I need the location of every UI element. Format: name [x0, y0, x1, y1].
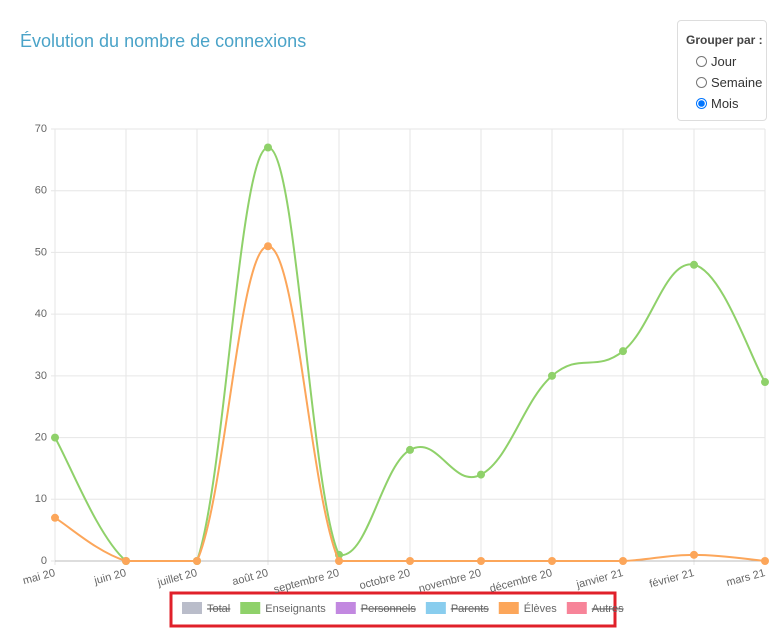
radio-label: Jour [711, 54, 737, 69]
radio-input[interactable] [696, 98, 707, 109]
legend-label: Élèves [524, 602, 558, 615]
data-point [690, 260, 698, 269]
data-point [193, 557, 201, 565]
group-by-box: Grouper par : Jour Semaine Mois [677, 20, 767, 121]
y-tick-label: 10 [35, 493, 47, 505]
data-point [761, 557, 769, 565]
data-point [548, 557, 556, 565]
x-tick-label: août 20 [231, 567, 270, 588]
legend-item[interactable]: Personnels [335, 602, 417, 615]
radio-label: Semaine [711, 75, 763, 90]
x-tick-label: janvier 21 [574, 567, 624, 591]
legend-swatch [240, 602, 261, 614]
x-tick-label: mai 20 [22, 567, 57, 587]
data-point [406, 445, 414, 454]
radio-label: Mois [711, 96, 739, 111]
legend-swatch [566, 602, 587, 614]
x-tick-label: mars 21 [725, 567, 767, 589]
group-by-label: Grouper par : [686, 33, 763, 47]
radio-input[interactable] [696, 56, 707, 67]
x-tick-label: février 21 [648, 567, 695, 590]
data-point [619, 347, 627, 356]
legend-swatch [182, 602, 202, 614]
y-tick-label: 0 [41, 555, 47, 567]
data-point [477, 557, 485, 565]
y-tick-label: 60 [35, 185, 47, 197]
legend-item[interactable]: Parents [425, 602, 489, 615]
data-point [122, 557, 130, 565]
data-point [761, 378, 769, 387]
data-point [264, 143, 272, 152]
legend-item[interactable]: Autres [566, 602, 624, 615]
x-tick-label: octobre 20 [358, 567, 411, 592]
data-point [264, 242, 272, 251]
legend-swatch [498, 602, 519, 614]
chart-title: Évolution du nombre de connexions [20, 31, 306, 51]
radio-option[interactable]: Jour [686, 51, 766, 72]
legend-label: Enseignants [265, 603, 326, 615]
legend-item[interactable]: Enseignants [240, 602, 326, 615]
radio-option[interactable]: Mois [686, 93, 766, 114]
x-tick-label: décembre 20 [488, 567, 553, 595]
legend-item[interactable]: Total [182, 602, 231, 615]
x-tick-label: juin 20 [92, 567, 127, 587]
y-tick-label: 20 [35, 431, 47, 443]
y-tick-label: 40 [35, 308, 47, 320]
data-point [51, 513, 59, 522]
data-point [335, 557, 343, 565]
y-tick-label: 30 [35, 370, 47, 382]
data-point [51, 433, 59, 442]
data-point [477, 470, 485, 479]
legend-swatch [335, 602, 356, 614]
legend-swatch [425, 602, 446, 614]
radio-option[interactable]: Semaine [686, 72, 766, 93]
radio-input[interactable] [696, 77, 707, 88]
data-point [690, 550, 698, 559]
data-point [406, 557, 414, 565]
y-tick-label: 50 [35, 246, 47, 258]
x-tick-label: novembre 20 [417, 567, 482, 595]
data-point [548, 371, 556, 380]
data-point [619, 557, 627, 565]
x-tick-label: juillet 20 [155, 567, 198, 589]
y-tick-label: 70 [35, 123, 47, 135]
legend-item[interactable]: Élèves [498, 602, 558, 615]
